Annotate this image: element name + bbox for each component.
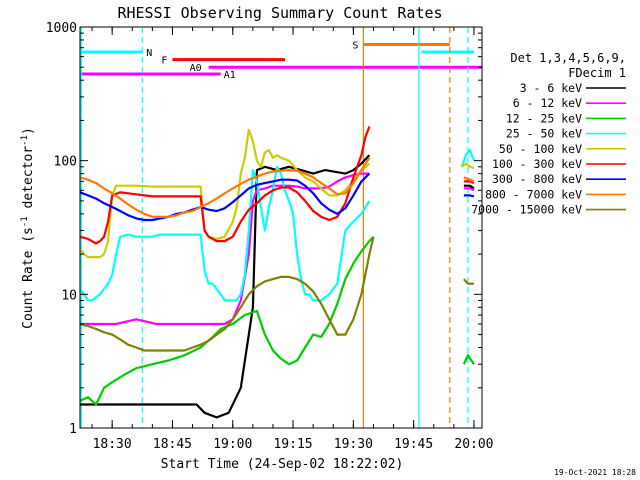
legend-label-4: 50 - 100 keV — [499, 142, 582, 156]
plot-frame — [79, 26, 483, 429]
x-tick-label: 18:45 — [153, 437, 192, 452]
x-axis-label: Start Time (24-Sep-02 18:22:02) — [161, 457, 404, 472]
series-7-line-0 — [79, 157, 371, 218]
series-6-line-0 — [79, 172, 371, 222]
series-2-line-0 — [79, 235, 375, 406]
legend-label-6: 300 - 800 keV — [492, 172, 582, 186]
flag-label-f: F — [161, 56, 167, 67]
y-axis-label: Count Rate (s-1 detector-1) — [20, 127, 36, 329]
series-0 — [80, 154, 475, 419]
y-tick-label: 100 — [54, 155, 77, 170]
footer-timestamp: 19-Oct-2021 18:28 — [554, 468, 636, 477]
legend-label-1: 6 - 12 keV — [513, 96, 582, 110]
flag-label-s: S — [352, 40, 358, 51]
series-3 — [79, 149, 476, 302]
legend-header-line-2: FDecim 1 — [568, 66, 626, 80]
legend-label-0: 3 - 6 keV — [520, 81, 582, 95]
legend-label-5: 100 - 300 keV — [492, 157, 582, 171]
series-0-line-1 — [463, 184, 475, 190]
series-2 — [79, 235, 475, 406]
series-8 — [79, 236, 474, 352]
y-tick-label: 1000 — [46, 21, 77, 36]
x-tick-label: 18:30 — [93, 437, 132, 452]
y-tick-label: 1 — [69, 422, 77, 437]
series-3-line-0 — [79, 165, 371, 302]
series-8-line-1 — [463, 278, 474, 285]
x-tick-label: 19:15 — [273, 437, 312, 452]
series-2-line-1 — [462, 354, 475, 365]
series-1-line-1 — [463, 187, 475, 192]
series-8-line-0 — [79, 236, 375, 352]
series-6-line-1 — [463, 194, 475, 198]
series-4-line-0 — [79, 128, 371, 259]
series-5 — [79, 126, 475, 245]
series-6 — [79, 172, 475, 222]
series-1-line-0 — [80, 172, 370, 326]
flag-label-n: N — [146, 48, 152, 59]
series-7-line-1 — [463, 176, 475, 183]
x-tick-label: 19:30 — [334, 437, 373, 452]
series-4 — [79, 128, 475, 259]
legend-label-8: 7000 - 15000 keV — [471, 203, 582, 217]
legend-label-7: 800 - 7000 keV — [485, 187, 582, 201]
y-tick-label: 10 — [61, 288, 77, 303]
series-3-line-1 — [460, 149, 476, 168]
series-7 — [79, 157, 475, 218]
chart-title: RHESSI Observing Summary Count Rates — [117, 4, 442, 22]
series-0-line-0 — [80, 154, 371, 419]
legend-label-2: 12 - 25 keV — [506, 111, 582, 125]
flag-label-a0: A0 — [190, 63, 202, 74]
series-4-line-1 — [461, 162, 475, 170]
x-tick-label: 19:00 — [213, 437, 252, 452]
legend-label-3: 25 - 50 keV — [506, 127, 582, 141]
series-1 — [80, 172, 475, 326]
x-tick-label: 19:45 — [394, 437, 433, 452]
series-5-line-1 — [463, 180, 475, 185]
series-5-line-0 — [79, 126, 371, 245]
x-tick-label: 20:00 — [454, 437, 493, 452]
flag-label-a1: A1 — [224, 70, 236, 81]
legend-header-line-1: Det 1,3,4,5,6,9, — [510, 51, 626, 65]
